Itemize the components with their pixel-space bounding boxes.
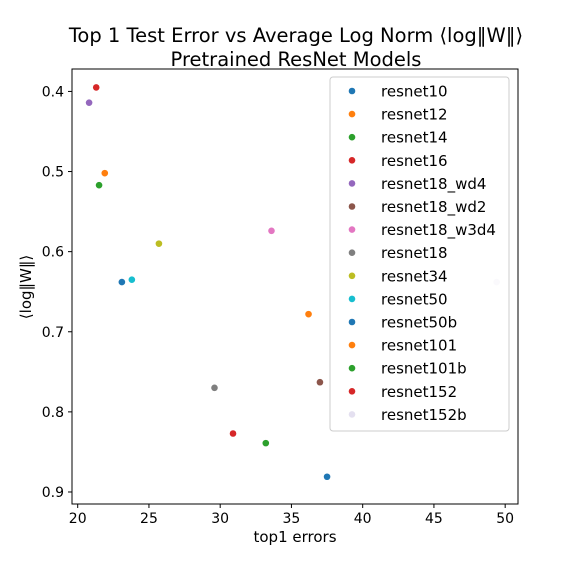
x-tick-label: 40 bbox=[354, 511, 372, 527]
legend-label-resnet18_wd2: resnet18_wd2 bbox=[381, 198, 486, 217]
legend-label-resnet34: resnet34 bbox=[381, 267, 448, 285]
data-point-resnet18_wd2 bbox=[316, 378, 324, 386]
legend-marker-resnet101b bbox=[348, 364, 356, 372]
legend-marker-resnet18 bbox=[348, 249, 356, 256]
y-axis-label: ⟨log‖W‖⟩ bbox=[17, 255, 35, 319]
legend-marker-resnet101 bbox=[348, 341, 356, 349]
data-point-resnet10 bbox=[118, 278, 126, 286]
data-point-resnet50 bbox=[128, 276, 136, 283]
legend-marker-resnet18_wd2 bbox=[348, 203, 356, 210]
x-tick-label: 30 bbox=[211, 511, 229, 527]
data-point-resnet50b bbox=[323, 473, 331, 481]
x-tick-label: 35 bbox=[283, 511, 301, 527]
chart-title-line2: Pretrained ResNet Models bbox=[171, 48, 422, 71]
plot-frame bbox=[71, 68, 519, 505]
y-tick-label: 0.6 bbox=[42, 245, 64, 261]
legend-items: resnet10 resnet12 resnet14 resnet16 resnet18… bbox=[348, 83, 496, 424]
x-tick-label: 25 bbox=[140, 511, 158, 527]
legend-marker-resnet34 bbox=[348, 272, 356, 280]
legend-marker-resnet152b bbox=[348, 411, 356, 418]
data-point-resnet152 bbox=[229, 430, 237, 437]
legend-label-resnet101: resnet101 bbox=[381, 337, 457, 355]
y-tick-label: 0.8 bbox=[42, 405, 64, 421]
legend-marker-resnet18_wd4 bbox=[348, 180, 356, 187]
legend-marker-resnet10 bbox=[348, 87, 356, 95]
y-tick-label: 0.4 bbox=[42, 84, 64, 100]
legend-marker-resnet50 bbox=[348, 295, 356, 303]
legend-label-resnet10: resnet10 bbox=[381, 83, 448, 101]
y-tick-label: 0.5 bbox=[42, 165, 64, 181]
legend-marker-resnet18_w3d4 bbox=[348, 226, 356, 233]
data-point-resnet101b bbox=[262, 439, 270, 447]
y-axis: 0.4 0.5 0.6 0.7 0.8 0.9 bbox=[42, 84, 72, 501]
chart-title-line1: Top 1 Test Error vs Average Log Norm ⟨lo… bbox=[68, 24, 523, 47]
legend: resnet10 resnet12 resnet14 resnet16 resnet18… bbox=[329, 76, 510, 432]
legend-label-resnet14: resnet14 bbox=[381, 129, 448, 147]
x-axis-label: top1 errors bbox=[253, 528, 336, 546]
y-tick-label: 0.7 bbox=[42, 325, 64, 341]
legend-marker-resnet12 bbox=[348, 110, 356, 118]
plot-area bbox=[85, 84, 500, 481]
data-point-resnet34 bbox=[155, 240, 163, 247]
legend-label-resnet12: resnet12 bbox=[381, 106, 448, 124]
legend-label-resnet152: resnet152 bbox=[381, 383, 457, 401]
legend-marker-resnet152 bbox=[348, 388, 356, 395]
data-point-resnet18_w3d4 bbox=[268, 227, 275, 235]
data-point-resnet18_wd4 bbox=[85, 99, 93, 106]
data-point-resnet18 bbox=[211, 384, 218, 392]
legend-label-resnet50b: resnet50b bbox=[381, 314, 457, 332]
y-tick-label: 0.9 bbox=[42, 485, 64, 501]
legend-label-resnet18: resnet18 bbox=[381, 244, 448, 262]
legend-frame bbox=[329, 76, 510, 432]
legend-label-resnet16: resnet16 bbox=[381, 152, 448, 170]
data-point-resnet101 bbox=[305, 310, 312, 318]
legend-label-resnet50: resnet50 bbox=[381, 290, 448, 308]
x-tick-label: 50 bbox=[496, 511, 514, 527]
legend-label-resnet101b: resnet101b bbox=[381, 360, 467, 378]
legend-label-resnet18_w3d4: resnet18_w3d4 bbox=[381, 221, 496, 240]
x-tick-label: 20 bbox=[69, 511, 87, 527]
data-point-resnet12 bbox=[101, 169, 109, 177]
x-tick-label: 45 bbox=[425, 511, 443, 527]
legend-marker-resnet16 bbox=[348, 157, 356, 164]
legend-label-resnet18_wd4: resnet18_wd4 bbox=[381, 175, 486, 194]
data-point-resnet16 bbox=[92, 84, 100, 91]
data-point-resnet14 bbox=[95, 181, 103, 189]
x-axis: 20 25 30 35 40 45 50 bbox=[69, 504, 514, 527]
legend-marker-resnet14 bbox=[348, 133, 356, 141]
legend-label-resnet152b: resnet152b bbox=[381, 406, 467, 424]
legend-marker-resnet50b bbox=[348, 318, 356, 326]
